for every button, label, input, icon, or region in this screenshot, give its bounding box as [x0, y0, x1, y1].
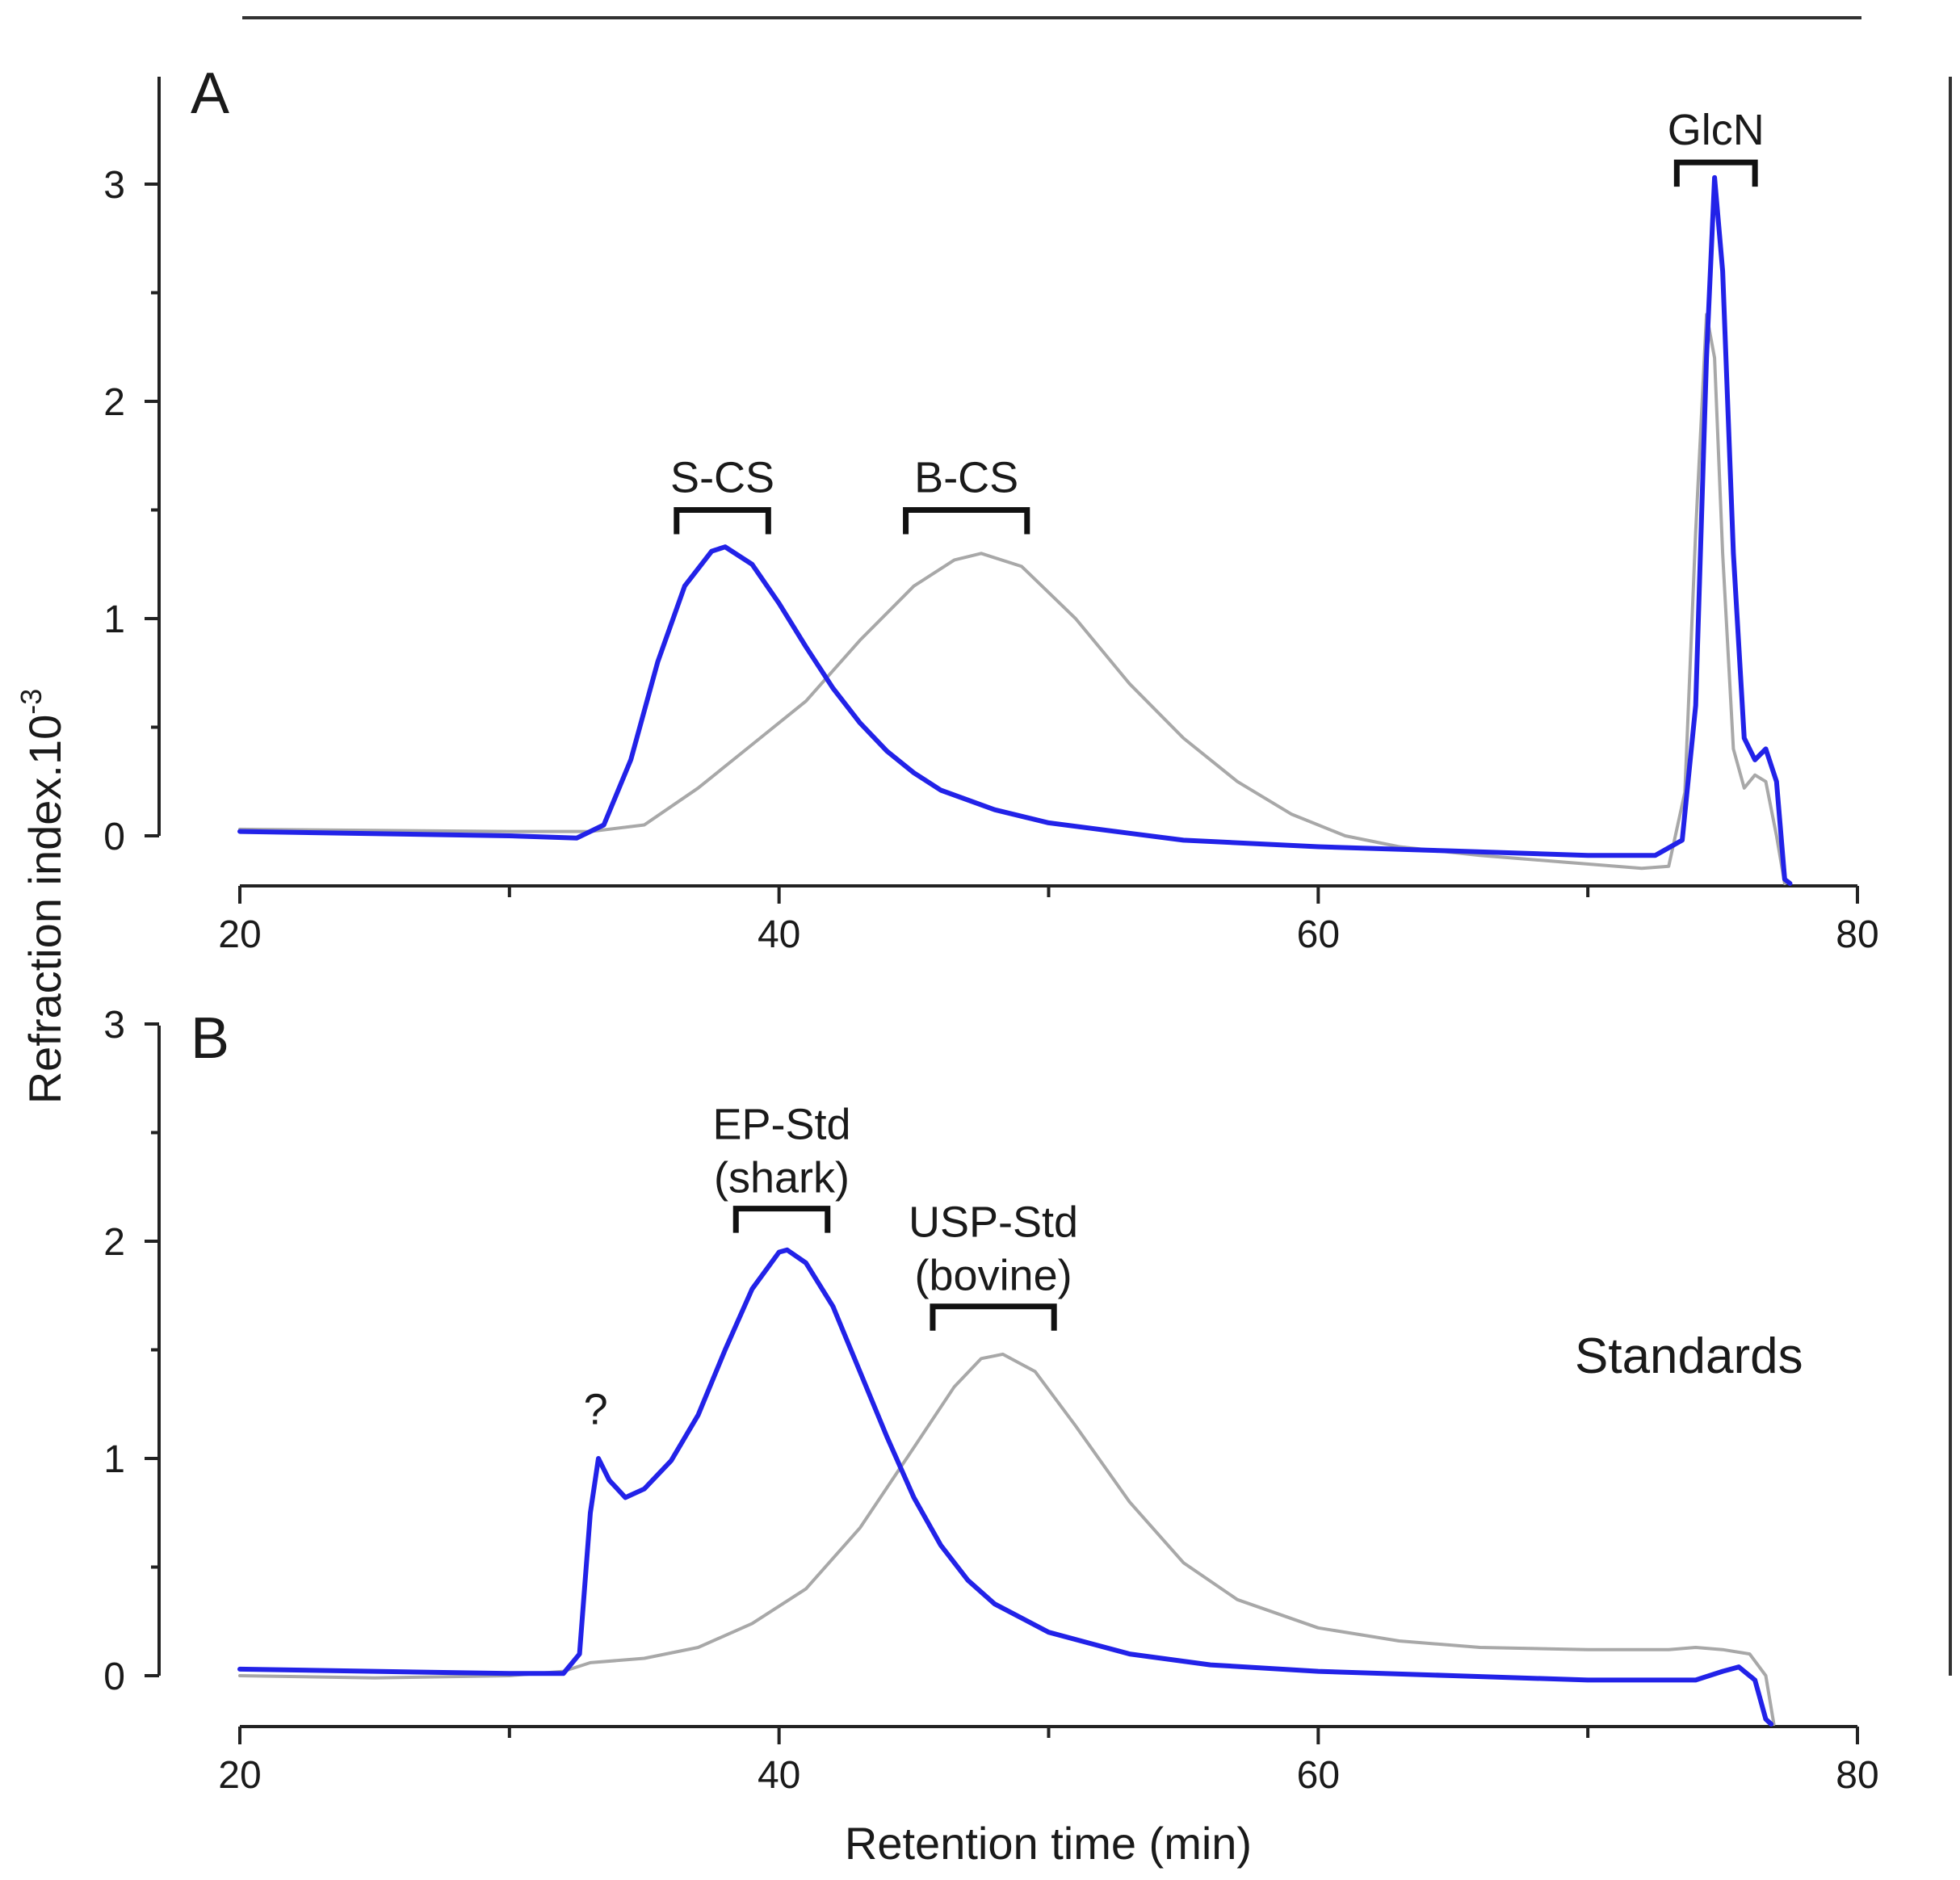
series-line: [237, 174, 1793, 886]
y-tick-label: 1: [103, 598, 125, 641]
peak-label: GlcN: [1668, 106, 1765, 154]
peak-bracket: [674, 507, 771, 535]
peak-label: USP-Std: [909, 1198, 1078, 1247]
x-tick-label: 20: [218, 1754, 261, 1797]
standards-note: Standards: [1575, 1328, 1803, 1384]
x-tick-label: 40: [758, 913, 800, 956]
x-tick-label: 60: [1297, 913, 1340, 956]
peak-label: EP-Std: [712, 1101, 850, 1149]
y-tick-label: 0: [103, 1655, 125, 1698]
y-tick-label: 2: [103, 381, 125, 424]
x-tick-label: 40: [758, 1754, 800, 1797]
y-axis-title-exponent: -3: [15, 689, 48, 715]
x-tick-label: 80: [1836, 1754, 1878, 1797]
panel-b-annotations: EP-Std (shark) USP-Std (bovine)?: [584, 1101, 1078, 1434]
panel-a-annotations: S-CS B-CS GlcN: [670, 106, 1765, 535]
panel-b-ticks: 0 1 2 3 20 40 60 80: [103, 1004, 1878, 1797]
y-axis-title-main: Refraction index.10: [19, 715, 70, 1105]
panel-a: A 0 1 2 3 20 40 60 80 S-CS B-CS GlcN: [103, 61, 1878, 956]
y-axis-title: Refraction index.10-3: [15, 689, 70, 1105]
y-tick-label: 0: [103, 816, 125, 858]
peak-sublabel: (shark): [714, 1154, 850, 1202]
series-line: [237, 1247, 1774, 1727]
panel-b-letter: B: [191, 1006, 229, 1071]
peak-label: B-CS: [914, 454, 1018, 502]
unknown-peak-label: ?: [584, 1386, 608, 1434]
panel-b-series: [237, 1247, 1776, 1727]
peak-label: S-CS: [670, 454, 774, 502]
peak-bracket: [732, 1206, 831, 1233]
peak-bracket: [1673, 159, 1758, 187]
series-line: [238, 1352, 1776, 1726]
peak-bracket: [903, 507, 1030, 535]
y-tick-label: 1: [103, 1438, 125, 1481]
panel-a-letter: A: [191, 61, 229, 126]
y-tick-label: 3: [103, 164, 125, 207]
peak-bracket: [930, 1303, 1057, 1331]
series-line: [238, 313, 1786, 885]
peak-sublabel: (bovine): [915, 1252, 1072, 1300]
x-tick-label: 80: [1836, 913, 1878, 956]
panel-b: B 0 1 2 3 20 40 60 80 EP-Std (shark) USP-Std (bovi…: [103, 1004, 1878, 1797]
y-tick-label: 2: [103, 1221, 125, 1264]
x-tick-label: 20: [218, 913, 261, 956]
y-tick-label: 3: [103, 1004, 125, 1047]
panel-a-series: [237, 174, 1793, 886]
x-axis-title: Retention time (min): [845, 1818, 1252, 1869]
x-tick-label: 60: [1297, 1754, 1340, 1797]
panel-a-ticks: 0 1 2 3 20 40 60 80: [103, 164, 1878, 956]
